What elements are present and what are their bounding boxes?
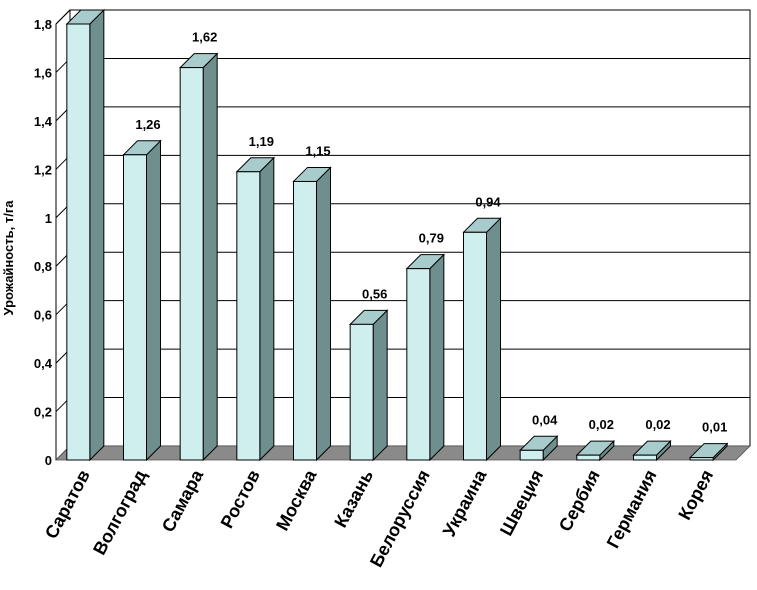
y-axis-ticks: 0 0,2 0,4 0,6 0,8 1 1,2 1,4 1,6 1,8 — [34, 17, 53, 468]
bar-front-face — [179, 67, 204, 461]
category-label: Сербия — [555, 466, 604, 534]
bar-side-face — [429, 253, 445, 462]
bar-side-face — [486, 217, 501, 462]
category-label: Самара — [158, 466, 208, 536]
category-label: Швеция — [496, 466, 547, 539]
y-tick-label: 1,8 — [34, 17, 52, 32]
bar-side-face — [202, 52, 218, 462]
category-label: Саратов — [41, 466, 94, 542]
y-tick-label: 1 — [45, 211, 52, 226]
bars-layer — [65, 8, 729, 462]
bar-front-face — [463, 231, 487, 461]
y-tick-label: 1,4 — [34, 114, 53, 129]
bar-6 — [348, 309, 389, 462]
data-label: 1,26 — [135, 117, 160, 132]
bar-front-face — [349, 323, 374, 461]
bar-2 — [122, 139, 162, 462]
y-tick-label: 0,4 — [34, 356, 53, 371]
bar-side-face — [316, 166, 331, 462]
bar-side-face — [89, 8, 105, 462]
data-label: 0,56 — [362, 286, 387, 301]
bar-front-face — [576, 454, 601, 461]
bar-11 — [632, 439, 672, 462]
bar-front-face — [293, 180, 317, 461]
bar-front-face — [406, 268, 431, 461]
data-label: 1,62 — [192, 30, 217, 45]
category-label: Украина — [439, 466, 491, 540]
category-label: Белоруссия — [366, 466, 434, 570]
data-label: 0,02 — [645, 417, 670, 432]
data-label: 0,79 — [419, 231, 444, 246]
bar-front-face — [123, 154, 147, 461]
category-label: Корея — [674, 466, 717, 523]
data-label: 1,15 — [305, 143, 330, 158]
data-label: 0,94 — [475, 194, 501, 209]
bar-10 — [575, 439, 616, 462]
y-tick-label: 0,8 — [34, 259, 52, 274]
bar-front-face — [689, 457, 714, 461]
bar-9 — [518, 435, 559, 462]
data-label: 1,8 — [82, 0, 100, 1]
category-label: Ростов — [217, 466, 264, 531]
category-label: Волгоград — [89, 466, 151, 558]
bar-12 — [688, 442, 729, 462]
bar-1 — [65, 8, 106, 462]
y-tick-label: 0 — [45, 453, 52, 468]
bar-7 — [405, 253, 446, 462]
y-tick-label: 1,2 — [34, 162, 52, 177]
bar-front-face — [236, 171, 261, 461]
bar-5 — [292, 166, 332, 462]
data-label: 0,04 — [532, 412, 558, 427]
bar-front-face — [519, 449, 544, 461]
bar-side-face — [259, 156, 275, 462]
y-tick-label: 0,6 — [34, 308, 52, 323]
bar-8 — [462, 217, 502, 462]
bar-side-face — [146, 139, 161, 462]
gridline-side — [55, 9, 71, 25]
bar-side-face — [372, 309, 388, 462]
data-label: 0,01 — [702, 420, 727, 435]
category-label: Германия — [603, 466, 661, 551]
bar-4 — [235, 156, 276, 462]
y-axis-label: Урожайность, т/га — [1, 200, 16, 316]
y-tick-label: 1,6 — [34, 65, 52, 80]
data-labels: 1,8 1,26 1,62 1,19 1,15 0,56 0,79 0,94 0,04 0,02 0… — [82, 0, 727, 435]
category-label: Москва — [272, 466, 321, 534]
category-label: Казань — [330, 466, 377, 530]
y-tick-label: 0,2 — [34, 405, 52, 420]
data-label: 1,19 — [249, 134, 274, 149]
data-label: 0,02 — [589, 417, 614, 432]
bar-3 — [178, 52, 219, 462]
bar-front-face — [66, 23, 91, 461]
bar-front-face — [633, 454, 657, 461]
